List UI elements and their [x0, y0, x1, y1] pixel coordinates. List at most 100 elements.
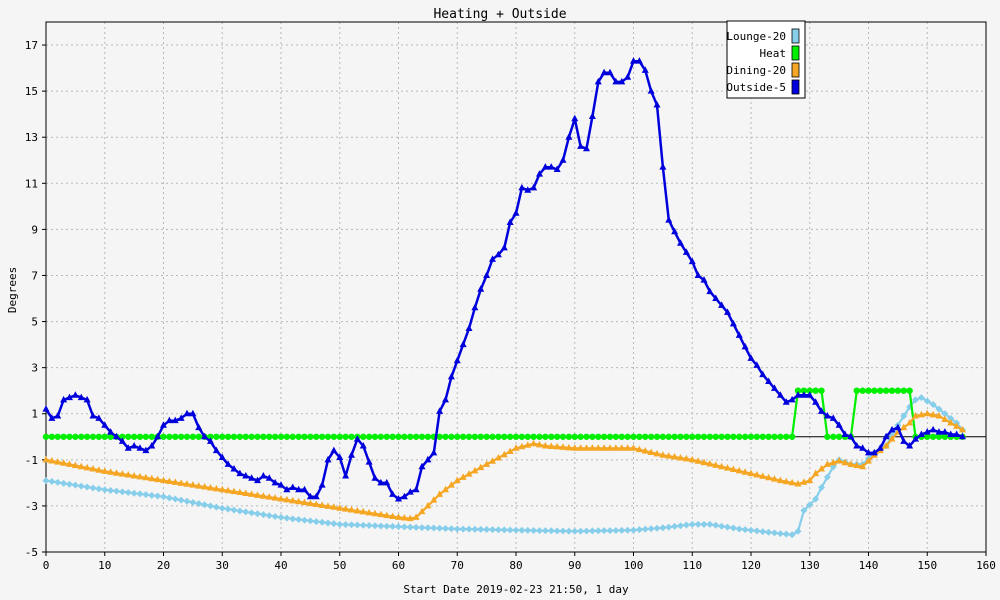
data-point-outside-5	[583, 144, 590, 152]
data-point-lounge-20	[89, 484, 97, 492]
data-point-dining-20	[747, 469, 755, 477]
data-point-outside-5	[524, 186, 532, 193]
data-point-dining-20	[212, 484, 220, 492]
data-point-outside-5	[700, 276, 708, 283]
data-point-outside-5	[888, 425, 896, 433]
data-point-outside-5	[242, 471, 250, 479]
data-point-lounge-20	[753, 527, 761, 535]
data-point-heat	[83, 433, 91, 440]
data-point-heat	[536, 433, 543, 440]
data-point-dining-20	[201, 483, 209, 490]
data-point-outside-5	[60, 395, 68, 403]
data-point-dining-20	[765, 473, 773, 481]
data-point-heat	[759, 433, 766, 440]
data-point-outside-5	[536, 170, 543, 177]
data-point-lounge-20	[912, 396, 919, 404]
data-point-outside-5	[600, 68, 608, 76]
data-point-outside-5	[553, 165, 561, 172]
data-point-heat	[853, 387, 860, 394]
data-point-lounge-20	[506, 526, 514, 534]
data-point-lounge-20	[806, 501, 814, 509]
data-point-lounge-20	[718, 522, 726, 530]
data-point-outside-5	[671, 227, 679, 235]
x-tick-label: 30	[216, 559, 229, 572]
data-point-lounge-20	[941, 410, 949, 418]
data-point-outside-5	[318, 481, 326, 488]
data-point-outside-5	[512, 209, 520, 216]
data-point-heat	[741, 433, 749, 440]
data-point-outside-5	[271, 478, 279, 486]
data-point-dining-20	[271, 494, 279, 501]
data-point-dining-20	[594, 444, 602, 451]
data-point-lounge-20	[494, 526, 502, 534]
data-point-outside-5	[682, 248, 690, 255]
data-point-outside-5	[906, 442, 914, 449]
data-point-heat	[548, 433, 555, 440]
data-point-dining-20	[477, 463, 485, 471]
data-point-heat	[600, 433, 608, 440]
data-point-outside-5	[471, 303, 479, 311]
data-point-lounge-20	[365, 522, 373, 529]
data-point-heat	[800, 387, 808, 394]
data-point-outside-5	[753, 361, 761, 368]
data-point-outside-5	[365, 458, 373, 465]
data-point-outside-5	[853, 442, 861, 449]
data-point-heat	[495, 433, 502, 440]
data-point-outside-5	[289, 483, 297, 490]
data-point-heat	[95, 433, 103, 440]
data-point-outside-5	[547, 163, 555, 170]
data-point-heat	[747, 433, 755, 440]
data-point-outside-5	[412, 485, 420, 493]
data-point-lounge-20	[318, 518, 326, 526]
data-point-dining-20	[424, 501, 432, 509]
data-point-heat	[935, 433, 943, 440]
data-point-dining-20	[506, 447, 514, 455]
data-point-heat	[777, 433, 784, 440]
x-tick-label: 70	[451, 559, 464, 572]
data-point-dining-20	[312, 500, 320, 508]
data-point-outside-5	[870, 448, 878, 456]
data-point-heat	[66, 433, 73, 440]
data-point-heat	[683, 433, 690, 440]
data-point-lounge-20	[788, 531, 796, 539]
data-point-dining-20	[242, 489, 250, 496]
data-point-heat	[119, 433, 126, 440]
data-point-outside-5	[565, 133, 573, 140]
data-point-lounge-20	[935, 405, 943, 413]
data-point-heat	[424, 433, 432, 440]
y-tick-label: 1	[31, 408, 38, 421]
data-point-lounge-20	[295, 516, 303, 524]
data-point-heat	[219, 433, 226, 440]
data-point-lounge-20	[483, 526, 491, 534]
data-point-dining-20	[559, 443, 567, 450]
data-point-heat	[224, 433, 232, 440]
data-point-dining-20	[782, 477, 790, 485]
data-point-outside-5	[66, 393, 73, 401]
data-point-outside-5	[324, 455, 332, 463]
data-point-dining-20	[142, 473, 150, 481]
data-point-lounge-20	[512, 526, 520, 534]
data-point-lounge-20	[682, 521, 690, 529]
data-point-lounge-20	[342, 521, 350, 529]
data-point-heat	[571, 433, 578, 440]
x-tick-label: 80	[509, 559, 522, 572]
data-point-dining-20	[406, 514, 414, 522]
data-point-heat	[230, 433, 238, 440]
data-point-dining-20	[283, 495, 291, 503]
data-point-lounge-20	[406, 523, 414, 531]
data-point-heat	[559, 433, 567, 440]
series-layer	[42, 57, 966, 539]
data-point-outside-5	[348, 451, 355, 458]
data-point-outside-5	[83, 395, 91, 403]
data-point-lounge-20	[465, 525, 473, 533]
data-point-outside-5	[641, 66, 649, 73]
data-point-heat	[618, 433, 625, 440]
series-dining-20	[42, 409, 966, 522]
data-point-heat	[271, 433, 279, 440]
data-point-outside-5	[95, 414, 103, 421]
data-point-dining-20	[953, 422, 961, 429]
data-point-lounge-20	[459, 525, 467, 533]
data-point-dining-20	[365, 508, 373, 516]
data-point-lounge-20	[236, 507, 244, 515]
data-point-lounge-20	[189, 498, 197, 506]
